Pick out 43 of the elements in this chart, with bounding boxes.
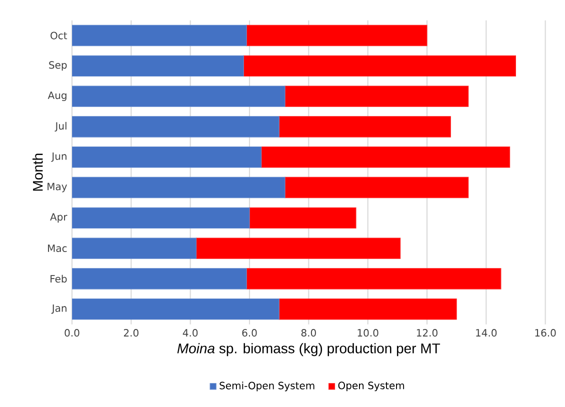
x-tick-label: 4.0 — [182, 329, 198, 337]
legend-label: Semi-Open System — [220, 382, 314, 392]
bar — [284, 176, 469, 198]
bar — [72, 146, 262, 168]
y-tick-label: Mac — [48, 244, 67, 252]
bar — [72, 207, 250, 229]
bar — [72, 24, 247, 46]
x-axis-title: Moina sp. biomass (kg) production per MT — [177, 343, 440, 356]
x-tick-label: 14.0 — [476, 329, 497, 337]
y-tick-label: Jan — [51, 304, 66, 314]
y-tick-label: Aug — [48, 92, 66, 102]
x-tick-label: 0.0 — [64, 329, 80, 337]
bar — [249, 207, 356, 229]
bar — [72, 55, 244, 77]
x-tick-label: 12.0 — [416, 329, 438, 337]
bar — [278, 298, 457, 320]
y-tick-label: Sep — [49, 61, 67, 71]
bar — [72, 268, 247, 290]
bar — [261, 146, 510, 168]
x-tick-label: 10.0 — [358, 329, 378, 337]
bar — [72, 176, 286, 198]
bar — [243, 55, 516, 77]
bar — [72, 86, 286, 107]
y-tick-label: Jun — [51, 152, 66, 162]
y-tick-label: Jul — [54, 122, 66, 132]
y-tick-label: Feb — [50, 274, 67, 283]
bar — [246, 268, 502, 290]
x-tick-label: 8.0 — [301, 329, 316, 337]
y-tick-label: Apr — [50, 213, 68, 223]
bar — [284, 86, 469, 107]
bar — [72, 238, 197, 259]
bar — [72, 298, 280, 320]
legend-label: Open System — [338, 382, 404, 392]
bar — [246, 24, 428, 46]
y-tick-label: May — [48, 182, 68, 192]
x-tick-label: 6.0 — [242, 329, 257, 337]
y-tick-label: Oct — [50, 32, 68, 40]
bar — [278, 116, 451, 138]
y-axis-title: Month — [32, 154, 43, 191]
x-tick-label: 16.0 — [535, 329, 556, 337]
x-tick-label: 2.0 — [124, 329, 138, 337]
bar — [196, 238, 401, 259]
bar — [72, 116, 280, 138]
